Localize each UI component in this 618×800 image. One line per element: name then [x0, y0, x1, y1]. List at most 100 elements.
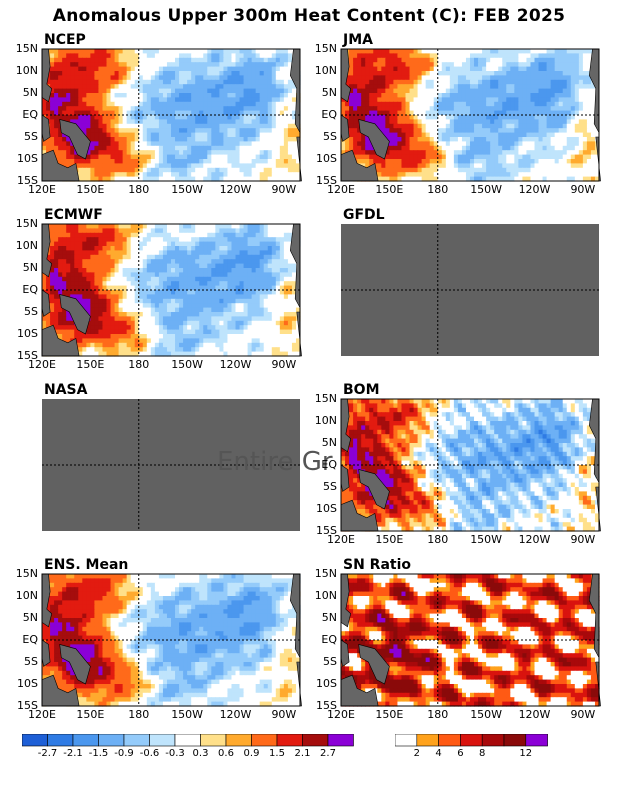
heatmap-cell — [570, 132, 576, 138]
heatmap-cell — [267, 176, 273, 182]
heatmap-cell — [393, 62, 399, 68]
heatmap-cell — [183, 224, 188, 229]
heatmap-cell — [110, 250, 116, 256]
heatmap-cell — [369, 93, 374, 98]
heatmap-cell — [401, 163, 407, 169]
heatmap-cell — [215, 232, 220, 238]
heatmap-cell — [421, 84, 427, 90]
heatmap-cell — [441, 88, 447, 94]
heatmap-cell — [138, 93, 144, 98]
heatmap-cell — [522, 84, 528, 90]
heatmap-cell — [562, 137, 568, 142]
heatmap-cell — [357, 97, 362, 103]
heatmap-cell — [106, 250, 112, 256]
heatmap-cell — [130, 66, 136, 72]
heatmap-cell — [94, 167, 100, 173]
heatmap-cell — [461, 110, 467, 116]
heatmap-cell — [570, 145, 576, 151]
heatmap-cell — [582, 75, 588, 81]
heatmap-cell — [251, 123, 257, 129]
heatmap-cell — [377, 123, 382, 129]
heatmap-cell — [166, 224, 172, 229]
heatmap-cell — [187, 150, 192, 156]
heatmap-cell — [465, 106, 471, 112]
heatmap-cell — [130, 224, 136, 229]
heatmap-cell — [211, 145, 216, 151]
heatmap-cell — [393, 123, 399, 129]
heatmap-cell — [90, 272, 96, 278]
heatmap-cell — [154, 71, 160, 76]
heatmap-cell — [275, 93, 281, 98]
heatmap-cell — [283, 97, 289, 103]
heatmap-cell — [413, 154, 419, 160]
heatmap-cell — [74, 246, 79, 251]
heatmap-cell — [70, 97, 75, 103]
heatmap-cell — [58, 246, 63, 251]
heatmap-cell — [179, 97, 184, 103]
heatmap-cell — [98, 141, 104, 147]
heatmap-cell — [142, 101, 148, 107]
heatmap-cell — [381, 66, 386, 72]
heatmap-cell — [122, 62, 128, 68]
heatmap-cell — [231, 128, 237, 134]
heatmap-cell — [215, 294, 220, 300]
heatmap-cell — [369, 101, 374, 107]
heatmap-cell — [199, 285, 204, 291]
heatmap-cell — [429, 88, 435, 94]
heatmap-cell — [50, 62, 55, 68]
heatmap-cell — [239, 145, 245, 151]
heatmap-cell — [239, 62, 245, 68]
heatmap-cell — [126, 176, 132, 182]
heatmap-cell — [413, 57, 419, 63]
heatmap-cell — [166, 106, 172, 112]
heatmap-cell — [287, 128, 293, 134]
heatmap-cell — [526, 101, 532, 107]
heatmap-cell — [235, 53, 241, 59]
heatmap-cell — [349, 93, 354, 98]
heatmap-cell — [78, 71, 83, 76]
heatmap-cell — [114, 49, 120, 54]
heatmap-cell — [369, 53, 374, 59]
heatmap-cell — [554, 141, 560, 147]
heatmap-cell — [291, 115, 297, 120]
heatmap-cell — [54, 154, 59, 160]
heatmap-cell — [146, 150, 152, 156]
heatmap-cell — [86, 110, 91, 116]
heatmap-cell — [530, 154, 536, 160]
heatmap-cell — [413, 137, 419, 142]
heatmap-cell — [90, 106, 96, 112]
heatmap-cell — [409, 176, 415, 182]
heatmap-cell — [546, 123, 552, 129]
heatmap-cell — [482, 71, 487, 76]
heatmap-cell — [582, 101, 588, 107]
heatmap-cell — [538, 167, 544, 173]
heatmap-cell — [538, 79, 544, 85]
heatmap-cell — [239, 290, 245, 295]
heatmap-cell — [279, 167, 285, 173]
heatmap-cell — [550, 49, 556, 54]
heatmap-cell — [110, 132, 116, 138]
heatmap-cell — [574, 115, 580, 120]
heatmap-cell — [102, 268, 108, 273]
heatmap-cell — [401, 71, 407, 76]
heatmap-cell — [251, 132, 257, 138]
heatmap-cell — [98, 110, 104, 116]
heatmap-cell — [550, 106, 556, 112]
heatmap-cell — [247, 101, 253, 107]
heatmap-cell — [110, 137, 116, 142]
heatmap-cell — [146, 110, 152, 116]
heatmap-cell — [179, 75, 184, 81]
heatmap-cell — [562, 97, 568, 103]
heatmap-cell — [58, 159, 63, 164]
heatmap-cell — [417, 71, 423, 76]
heatmap-cell — [514, 93, 519, 98]
heatmap-cell — [114, 237, 120, 243]
heatmap-cell — [102, 110, 108, 116]
heatmap-cell — [219, 84, 225, 90]
heatmap-cell — [90, 259, 96, 265]
heatmap-cell — [102, 167, 108, 173]
heatmap-cell — [203, 281, 208, 287]
heatmap-cell — [171, 154, 176, 160]
heatmap-cell — [365, 163, 370, 169]
heatmap-cell — [433, 53, 439, 59]
